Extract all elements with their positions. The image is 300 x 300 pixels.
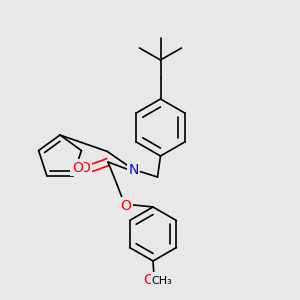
Text: N: N [128,163,139,176]
Text: O: O [80,161,90,175]
Text: O: O [72,160,83,175]
Text: O: O [143,274,154,287]
Text: CH₃: CH₃ [152,275,172,286]
Text: O: O [121,199,131,212]
